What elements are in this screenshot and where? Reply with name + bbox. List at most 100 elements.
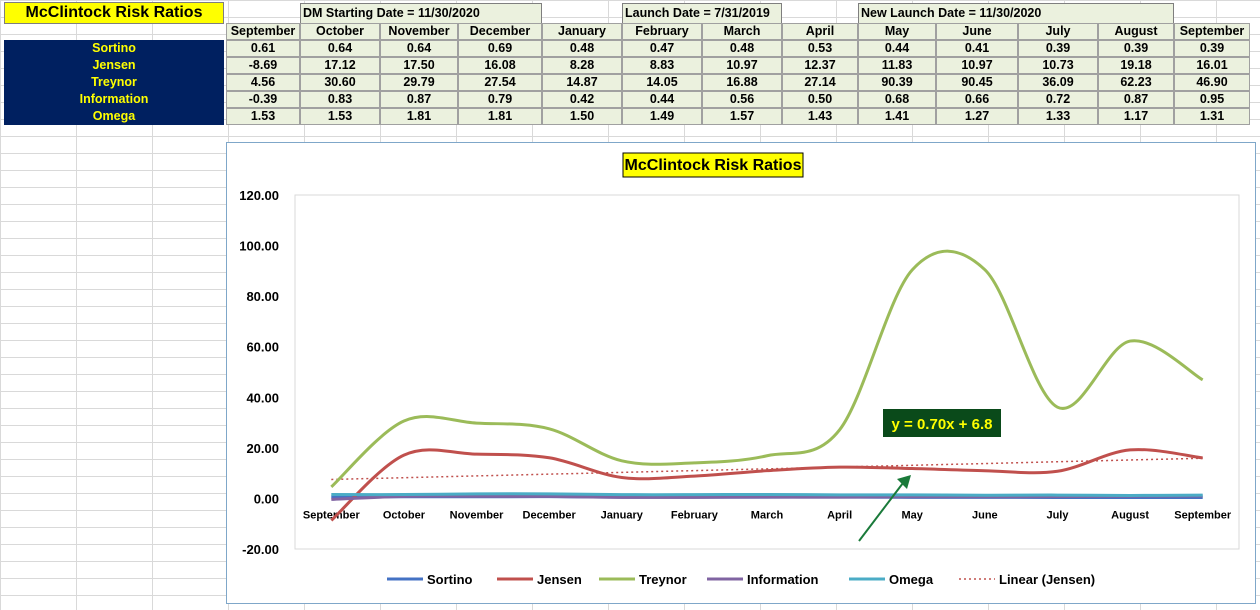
value-cell[interactable]: 1.53 (300, 108, 380, 125)
x-tick-label: August (1111, 509, 1149, 521)
value-cell[interactable]: 0.44 (622, 91, 702, 108)
value-cell[interactable]: 0.48 (542, 40, 622, 57)
value-cell[interactable]: 0.48 (702, 40, 782, 57)
value-cell[interactable]: 0.47 (622, 40, 702, 57)
row-label-treynor[interactable]: Treynor (91, 75, 137, 89)
value-cell[interactable]: 1.81 (380, 108, 458, 125)
value-cell[interactable]: 16.01 (1174, 57, 1250, 74)
value-cell[interactable]: 1.31 (1174, 108, 1250, 125)
value-cell[interactable]: 0.42 (542, 91, 622, 108)
value-cell[interactable]: 0.39 (1018, 40, 1098, 57)
value-cell[interactable]: 1.49 (622, 108, 702, 125)
value-cell[interactable]: 0.39 (1174, 40, 1250, 57)
value-cell[interactable]: 1.33 (1018, 108, 1098, 125)
value-cell[interactable]: 0.68 (858, 91, 936, 108)
month-header[interactable]: October (300, 23, 380, 40)
month-header[interactable]: May (858, 23, 936, 40)
value-cell[interactable]: 17.50 (380, 57, 458, 74)
value-cell[interactable]: 4.56 (226, 74, 300, 91)
month-header[interactable]: March (702, 23, 782, 40)
chart-container[interactable]: McClintock Risk Ratios 120.00 100.00 80.00 6… (226, 142, 1256, 604)
value-cell[interactable]: 29.79 (380, 74, 458, 91)
launch-date[interactable]: Launch Date = 7/31/2019 (622, 3, 782, 24)
sheet-title[interactable]: McClintock Risk Ratios (4, 2, 224, 24)
row-label-information[interactable]: Information (79, 92, 149, 106)
value-cell[interactable]: 27.14 (782, 74, 858, 91)
value-cell[interactable]: 0.64 (300, 40, 380, 57)
value-cell[interactable]: 0.87 (380, 91, 458, 108)
value-cell[interactable]: 0.83 (300, 91, 380, 108)
value-cell[interactable]: 8.83 (622, 57, 702, 74)
value-cell[interactable]: 46.90 (1174, 74, 1250, 91)
value-cell[interactable]: 10.73 (1018, 57, 1098, 74)
value-cell[interactable]: 1.53 (226, 108, 300, 125)
month-header[interactable]: September (1174, 23, 1250, 40)
row-label-sortino[interactable]: Sortino (92, 41, 136, 55)
value-cell[interactable]: 0.44 (858, 40, 936, 57)
value-cell[interactable]: 0.79 (458, 91, 542, 108)
value-cell[interactable]: 36.09 (1018, 74, 1098, 91)
value-cell[interactable]: 0.87 (1098, 91, 1174, 108)
value-cell[interactable]: 62.23 (1098, 74, 1174, 91)
value-cell[interactable]: 0.72 (1018, 91, 1098, 108)
value-cell[interactable]: 0.39 (1098, 40, 1174, 57)
value-cell[interactable]: 12.37 (782, 57, 858, 74)
dm-starting-date[interactable]: DM Starting Date = 11/30/2020 (300, 3, 542, 24)
value-cell[interactable]: -8.69 (226, 57, 300, 74)
y-tick-label: 100.00 (239, 239, 279, 254)
value-cell[interactable]: 1.27 (936, 108, 1018, 125)
value-cell[interactable]: 27.54 (458, 74, 542, 91)
value-cell[interactable]: 0.41 (936, 40, 1018, 57)
value-cell[interactable]: 0.64 (380, 40, 458, 57)
month-header[interactable]: November (380, 23, 458, 40)
legend-label: Sortino (427, 572, 473, 587)
row-label-omega[interactable]: Omega (92, 109, 136, 123)
value-cell[interactable]: 10.97 (936, 57, 1018, 74)
value-cell[interactable]: 16.88 (702, 74, 782, 91)
y-tick-label: 80.00 (246, 289, 279, 304)
value-cell[interactable]: 16.08 (458, 57, 542, 74)
value-cell[interactable]: 0.61 (226, 40, 300, 57)
chart-title-box (622, 152, 804, 178)
value-cell[interactable]: 0.56 (702, 91, 782, 108)
value-cell[interactable]: 1.57 (702, 108, 782, 125)
new-launch-date[interactable]: New Launch Date = 11/30/2020 (858, 3, 1174, 24)
value-cell[interactable]: 0.50 (782, 91, 858, 108)
value-cell[interactable]: -0.39 (226, 91, 300, 108)
month-header[interactable]: January (542, 23, 622, 40)
month-header[interactable]: February (622, 23, 702, 40)
legend-label: Treynor (639, 572, 687, 587)
month-header[interactable]: April (782, 23, 858, 40)
value-cell[interactable]: 10.97 (702, 57, 782, 74)
month-header[interactable]: September (226, 23, 300, 40)
x-tick-label: May (902, 509, 924, 521)
trendline-jensen (331, 457, 1203, 481)
value-cell[interactable]: 30.60 (300, 74, 380, 91)
value-cell[interactable]: 0.53 (782, 40, 858, 57)
value-cell[interactable]: 14.87 (542, 74, 622, 91)
value-cell[interactable]: 90.39 (858, 74, 936, 91)
value-cell[interactable]: 17.12 (300, 57, 380, 74)
row-label-jensen[interactable]: Jensen (92, 58, 136, 72)
value-cell[interactable]: 0.69 (458, 40, 542, 57)
value-cell[interactable]: 1.17 (1098, 108, 1174, 125)
month-header[interactable]: August (1098, 23, 1174, 40)
value-cell[interactable]: 0.66 (936, 91, 1018, 108)
value-cell[interactable]: 19.18 (1098, 57, 1174, 74)
value-cell[interactable]: 14.05 (622, 74, 702, 91)
month-header[interactable]: July (1018, 23, 1098, 40)
value-cell[interactable]: 1.41 (858, 108, 936, 125)
month-header[interactable]: December (458, 23, 542, 40)
series-line-omega (331, 492, 1203, 497)
value-cell[interactable]: 11.83 (858, 57, 936, 74)
plot-area (294, 194, 1240, 550)
value-cell[interactable]: 1.81 (458, 108, 542, 125)
month-header[interactable]: June (936, 23, 1018, 40)
value-cell[interactable]: 0.95 (1174, 91, 1250, 108)
value-cell[interactable]: 90.45 (936, 74, 1018, 91)
x-tick-label: September (1174, 509, 1232, 521)
value-cell[interactable]: 1.43 (782, 108, 858, 125)
value-cell[interactable]: 1.50 (542, 108, 622, 125)
value-cell[interactable]: 8.28 (542, 57, 622, 74)
x-tick-label: July (1046, 509, 1069, 521)
